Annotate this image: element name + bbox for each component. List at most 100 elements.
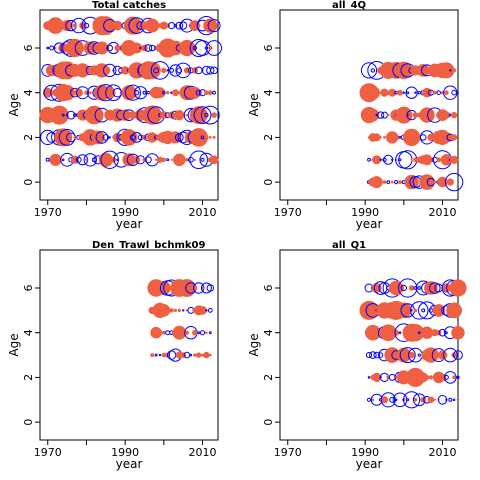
bubble (406, 91, 410, 95)
bubble (58, 158, 61, 162)
bubble (432, 304, 446, 317)
y-tick-label: 4 (22, 89, 35, 96)
bubble (189, 353, 193, 357)
bubble (83, 22, 90, 29)
bubble (103, 86, 116, 99)
bubble (422, 87, 432, 98)
bubble (204, 90, 209, 95)
bubble (391, 158, 394, 162)
bubble (433, 398, 436, 401)
bubble (208, 331, 212, 335)
plot-frame (279, 9, 459, 201)
bubble (205, 331, 208, 335)
bubble (185, 158, 189, 162)
bubble (91, 130, 105, 145)
panel-2: all_4Q 1970 1990 2010 year 0 2 4 6 Age (247, 0, 464, 231)
bubble (123, 16, 142, 35)
bubble (394, 180, 399, 185)
bubble (369, 351, 377, 359)
bubble (168, 22, 176, 30)
bubble (206, 284, 215, 292)
bubble (398, 135, 402, 139)
y-tick-label: 4 (262, 89, 275, 96)
bubble (445, 398, 448, 401)
panel-title: Den_Trawl_bchmk09 (92, 240, 206, 251)
x-tick-label: 2010 (189, 446, 217, 459)
bubble (413, 286, 418, 290)
bubble (205, 309, 208, 312)
bubble (403, 391, 421, 409)
bubble (46, 46, 50, 50)
bubble (433, 353, 437, 357)
bubble (200, 105, 220, 125)
panel-1: Total catches 1970 1990 2010 year 0 2 4 6 Age (7, 0, 223, 231)
bubble (446, 178, 454, 186)
bubble (150, 353, 155, 358)
bubble (367, 376, 371, 379)
bubble (452, 375, 457, 380)
bubble (142, 90, 147, 95)
bubble (453, 350, 463, 361)
panel-4: all_Q1 1970 1990 2010 year 0 2 4 6 Age (247, 240, 467, 471)
bubble (373, 351, 381, 359)
bubble (185, 114, 189, 117)
bubble (103, 63, 117, 78)
y-tick-label: 0 (22, 179, 35, 186)
bubble (446, 302, 463, 319)
panel-3: Den_Trawl_bchmk09 1970 1990 2010 year 0 2 4 6 Age (7, 240, 219, 471)
bubble (192, 329, 198, 336)
bubble (54, 46, 57, 50)
bubble (154, 87, 166, 99)
x-axis: 1970 1990 2010 year (274, 440, 457, 471)
bubble (456, 308, 460, 312)
bubble (417, 91, 421, 95)
bubble (408, 285, 415, 291)
bubble (372, 155, 382, 165)
bubble (177, 308, 182, 313)
bubble (143, 61, 161, 80)
bubble (373, 281, 388, 295)
bubble (429, 113, 433, 117)
bubble (144, 44, 153, 52)
bubble (110, 157, 117, 163)
bubble (450, 134, 458, 141)
bubble (379, 158, 382, 162)
bubble (158, 353, 162, 357)
x-tick-label: 1990 (111, 206, 139, 219)
bubble (88, 91, 92, 95)
bubbles (39, 16, 223, 170)
bubble (418, 331, 421, 335)
x-tick-label: 1970 (34, 446, 62, 459)
bubble (438, 62, 455, 79)
bubble (211, 112, 218, 118)
bubble (200, 135, 205, 140)
bubble (157, 330, 163, 336)
bubble (212, 90, 217, 95)
bubble (451, 326, 465, 340)
bubble (154, 23, 158, 28)
y-tick-label: 2 (22, 134, 35, 141)
bubble (381, 111, 388, 119)
bubble (400, 284, 407, 292)
x-tick-label: 2010 (429, 206, 457, 219)
bubble (378, 180, 383, 185)
bubble (182, 309, 185, 312)
bubble (61, 20, 73, 32)
bubble (206, 40, 223, 56)
bubble (395, 106, 413, 124)
bubble (169, 308, 174, 313)
bubble (185, 330, 189, 335)
y-tick-label: 0 (262, 419, 275, 426)
bubble (365, 85, 380, 100)
bubble (176, 67, 183, 74)
bubble (197, 331, 201, 335)
x-axis: 1970 1990 2010 year (34, 440, 217, 471)
bubble (443, 85, 458, 100)
bubble (206, 66, 215, 75)
bubble (444, 371, 457, 384)
bubble (372, 133, 381, 142)
bubble (72, 23, 77, 28)
bubble (445, 331, 448, 335)
bubble (169, 64, 182, 77)
